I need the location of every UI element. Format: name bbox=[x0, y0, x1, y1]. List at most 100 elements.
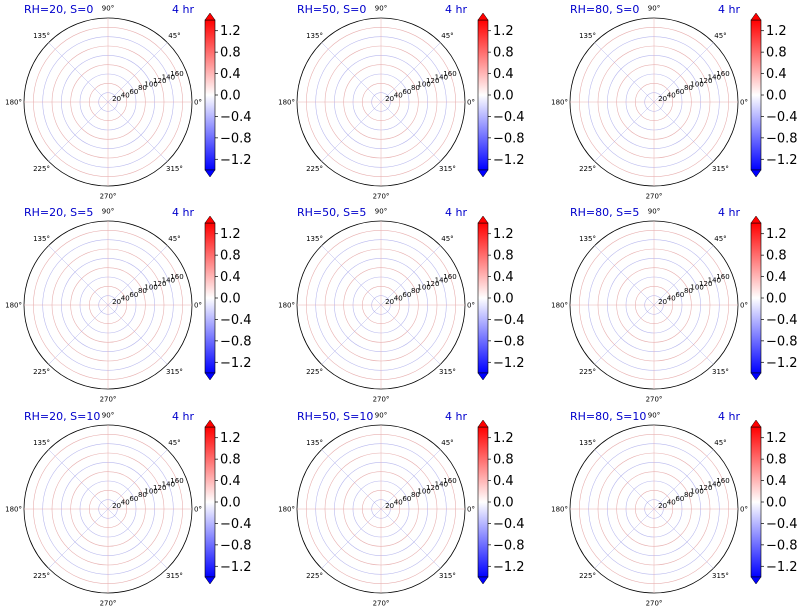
radial-tick-label: 120 bbox=[699, 77, 712, 85]
colorbar-tick-label: 0.4 bbox=[766, 270, 787, 285]
colorbar-gradient bbox=[477, 222, 489, 374]
angle-tick-label: 180° bbox=[278, 506, 295, 514]
panel-time-label: 4 hr bbox=[445, 3, 467, 16]
colorbar-extend-max bbox=[204, 215, 216, 224]
colorbar-tick-label: 0.4 bbox=[220, 67, 241, 82]
colorbar-gradient bbox=[204, 222, 216, 374]
colorbar-tick-label: 0.0 bbox=[493, 89, 514, 104]
radial-tick-label: 140 bbox=[708, 276, 721, 284]
angle-tick-label: 315° bbox=[712, 368, 729, 376]
angular-grid-line bbox=[321, 101, 382, 162]
radial-tick-label: 120 bbox=[426, 77, 439, 85]
angle-tick-label: 45° bbox=[714, 32, 726, 40]
colorbar-extend-max bbox=[477, 215, 489, 224]
panel-time-label: 4 hr bbox=[718, 206, 740, 219]
radial-tick-label: 140 bbox=[162, 276, 175, 284]
radial-tick-label: 60 bbox=[402, 88, 411, 96]
radial-tick-label: 80 bbox=[411, 84, 420, 92]
radial-tick-label: 100 bbox=[690, 81, 703, 89]
colorbar-tick-label: 1.2 bbox=[220, 431, 241, 446]
angle-tick-label: 0° bbox=[740, 302, 748, 310]
radial-tick-label: 100 bbox=[690, 488, 703, 496]
panel-title: RH=20, S=0 bbox=[24, 3, 93, 16]
angle-tick-label: 270° bbox=[373, 396, 390, 404]
radial-tick-label: 160 bbox=[716, 70, 729, 78]
polar-panel: 0°45°90°135°180°225°270°315°20 40 60 801001… bbox=[551, 3, 797, 201]
colorbar-tick-label: 1.2 bbox=[493, 431, 514, 446]
angle-tick-label: 180° bbox=[5, 506, 22, 514]
angle-tick-label: 180° bbox=[5, 302, 22, 310]
panel-time-label: 4 hr bbox=[445, 206, 467, 219]
radial-tick-label: 60 bbox=[402, 291, 411, 299]
angle-tick-label: 315° bbox=[439, 572, 456, 580]
colorbar-tick-label: −0.4 bbox=[220, 313, 252, 328]
colorbar-extend-min bbox=[477, 372, 489, 381]
colorbar-tick-label: 0.8 bbox=[766, 453, 787, 468]
colorbar-tick-label: −1.2 bbox=[220, 356, 252, 371]
colorbar-tick-label: 0.4 bbox=[493, 474, 514, 489]
polar-panel: 0°45°90°135°180°225°270°315°20 40 60 801001… bbox=[551, 206, 797, 404]
angle-tick-label: 225° bbox=[33, 368, 50, 376]
panel-title: RH=80, S=10 bbox=[570, 410, 646, 423]
colorbar-tick-label: −0.8 bbox=[493, 334, 525, 349]
colorbar-gradient bbox=[477, 426, 489, 578]
colorbar-tick-label: 1.2 bbox=[493, 227, 514, 242]
angle-tick-label: 135° bbox=[33, 235, 50, 243]
radial-tick-label: 160 bbox=[170, 70, 183, 78]
colorbar-extend-min bbox=[204, 372, 216, 381]
colorbar: 1.2 0.8 0.4 0.0 −0.4 −0.8 −1.2 bbox=[750, 419, 798, 585]
colorbar-tick-label: 0.8 bbox=[766, 46, 787, 61]
radial-tick-label: 40 bbox=[667, 498, 676, 506]
angular-grid-line bbox=[107, 101, 168, 162]
polar-panel: 0°45°90°135°180°225°270°315°20 40 60 801001… bbox=[278, 410, 524, 608]
angle-tick-label: 0° bbox=[194, 302, 202, 310]
colorbar-gradient bbox=[477, 19, 489, 171]
colorbar-tick-label: −1.2 bbox=[766, 560, 798, 575]
angle-tick-label: 0° bbox=[740, 506, 748, 514]
angular-grid-line bbox=[594, 508, 655, 569]
colorbar-tick-label: −0.4 bbox=[220, 110, 252, 125]
panel-time-label: 4 hr bbox=[718, 3, 740, 16]
angle-tick-label: 45° bbox=[168, 439, 180, 447]
angle-tick-label: 0° bbox=[467, 506, 475, 514]
angle-tick-label: 225° bbox=[579, 368, 596, 376]
colorbar-tick-label: −1.2 bbox=[493, 356, 525, 371]
angle-tick-label: 270° bbox=[100, 600, 117, 608]
radial-tick-label: 140 bbox=[435, 276, 448, 284]
colorbar-gradient bbox=[750, 19, 762, 171]
angle-tick-label: 90° bbox=[648, 412, 660, 420]
angle-tick-label: 315° bbox=[166, 368, 183, 376]
panel-time-label: 4 hr bbox=[172, 410, 194, 423]
angle-tick-label: 90° bbox=[375, 5, 387, 13]
angle-tick-label: 180° bbox=[278, 302, 295, 310]
angular-grid-line bbox=[321, 245, 382, 306]
colorbar-tick-label: 0.8 bbox=[220, 453, 241, 468]
radial-tick-label: 20 bbox=[112, 298, 121, 306]
angle-tick-label: 0° bbox=[467, 302, 475, 310]
angular-grid-line bbox=[594, 449, 655, 510]
colorbar-tick-label: −0.4 bbox=[766, 313, 798, 328]
colorbar-gradient bbox=[750, 222, 762, 374]
colorbar-tick-label: −0.4 bbox=[220, 517, 252, 532]
panel-time-label: 4 hr bbox=[172, 206, 194, 219]
angle-tick-label: 135° bbox=[579, 235, 596, 243]
angular-grid-line bbox=[107, 304, 168, 365]
angular-grid-line bbox=[48, 101, 109, 162]
colorbar-tick-label: 1.2 bbox=[220, 227, 241, 242]
colorbar-tick-label: −0.8 bbox=[220, 334, 252, 349]
angle-tick-label: 270° bbox=[646, 600, 663, 608]
radial-tick-label: 120 bbox=[426, 484, 439, 492]
polar-panel: 0°45°90°135°180°225°270°315°20 40 60 801001… bbox=[5, 206, 251, 404]
radial-tick-label: 80 bbox=[138, 491, 147, 499]
angular-grid-line bbox=[380, 449, 441, 510]
angle-tick-label: 180° bbox=[278, 99, 295, 107]
colorbar-tick-label: 0.4 bbox=[766, 67, 787, 82]
angle-tick-label: 90° bbox=[375, 412, 387, 420]
radial-tick-label: 60 bbox=[129, 495, 138, 503]
radial-tick-label: 140 bbox=[708, 480, 721, 488]
angle-tick-label: 90° bbox=[102, 5, 114, 13]
angle-tick-label: 180° bbox=[5, 99, 22, 107]
radial-tick-label: 160 bbox=[170, 273, 183, 281]
angle-tick-label: 0° bbox=[194, 99, 202, 107]
